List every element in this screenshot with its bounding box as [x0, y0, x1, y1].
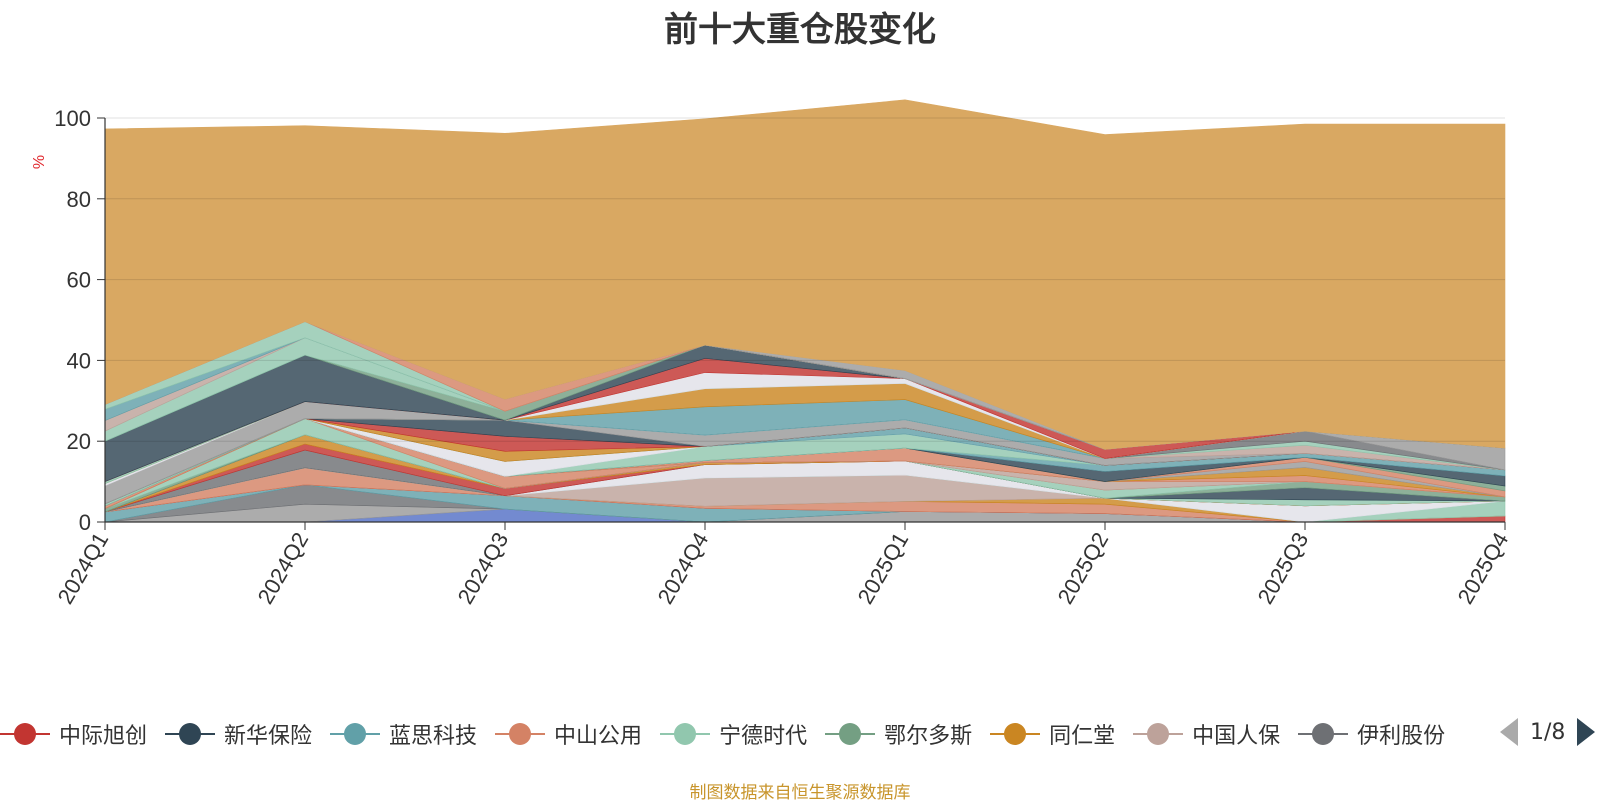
legend-item[interactable]: 伊利股份 — [1298, 718, 1445, 750]
legend-swatch-icon — [165, 722, 216, 746]
y-tick-label: 60 — [67, 268, 91, 293]
legend-pager: 1/8 — [1500, 718, 1596, 746]
area-series — [104, 99, 1506, 523]
legend-swatch-icon — [1133, 722, 1184, 746]
legend-item[interactable]: 蓝思科技 — [330, 718, 477, 750]
legend-label: 新华保险 — [224, 724, 313, 749]
legend-swatch-icon — [330, 722, 381, 746]
legend-label: 中际旭创 — [59, 724, 148, 749]
y-tick-label: 0 — [79, 510, 91, 535]
legend-viewport: 中际旭创 新华保险 蓝思科技 中山公用 宁德时代 鄂尔多斯 同仁堂 中国人保 伊利股份 — [0, 714, 1480, 754]
y-tick-label: 40 — [67, 348, 91, 373]
legend-label: 中国人保 — [1192, 724, 1281, 749]
area-series-s52 — [104, 99, 1506, 450]
legend-item[interactable]: 同仁堂 — [990, 718, 1115, 750]
legend-item[interactable]: 中山公用 — [495, 718, 642, 750]
x-tick-label: 2024Q2 — [253, 528, 314, 608]
y-tick-label: 80 — [67, 187, 91, 212]
x-tick-label: 2025Q2 — [1053, 528, 1114, 608]
chart-title: 前十大重仓股变化 — [664, 10, 936, 50]
y-axis-label: % — [31, 155, 48, 169]
area-chart: 0 20 40 60 80 100 2024Q1 2024Q2 2024Q3 2024Q4 2025… — [31, 99, 1514, 608]
y-tick-label: 20 — [67, 429, 91, 454]
legend-swatch-icon — [1298, 722, 1349, 746]
legend-label: 同仁堂 — [1049, 724, 1116, 749]
legend-swatch-icon — [495, 722, 546, 746]
legend-item[interactable]: 中际旭创 — [0, 718, 147, 750]
x-tick-label: 2024Q4 — [653, 528, 714, 608]
legend-page-indicator: 1/8 — [1530, 719, 1566, 745]
legend-label: 中山公用 — [554, 724, 643, 749]
legend-label: 伊利股份 — [1357, 724, 1446, 749]
x-tick-label: 2025Q3 — [1253, 528, 1314, 608]
x-tick-label: 2024Q3 — [453, 528, 514, 608]
legend-item[interactable]: 鄂尔多斯 — [825, 718, 972, 750]
legend-row: 中际旭创 新华保险 蓝思科技 中山公用 宁德时代 鄂尔多斯 同仁堂 中国人保 伊利股份 — [0, 714, 1480, 754]
legend-item[interactable]: 新华保险 — [165, 718, 312, 750]
legend-swatch-icon — [0, 722, 50, 746]
legend-label: 鄂尔多斯 — [884, 724, 973, 749]
x-tick-label: 2024Q1 — [53, 528, 114, 608]
x-tick-label: 2025Q4 — [1453, 528, 1514, 608]
legend-swatch-icon — [660, 722, 711, 746]
legend-swatch-icon — [825, 722, 876, 746]
legend: 中际旭创 新华保险 蓝思科技 中山公用 宁德时代 鄂尔多斯 同仁堂 中国人保 伊利股份 1/8 — [0, 714, 1600, 754]
legend-label: 蓝思科技 — [389, 724, 478, 749]
y-tick-label: 100 — [54, 106, 91, 131]
legend-next-arrow-icon[interactable] — [1577, 718, 1596, 746]
legend-swatch-icon — [990, 722, 1041, 746]
legend-prev-arrow-icon[interactable] — [1500, 718, 1518, 746]
legend-item[interactable]: 宁德时代 — [660, 718, 807, 750]
x-tick-label: 2025Q1 — [853, 528, 914, 608]
legend-item[interactable]: 中国人保 — [1133, 718, 1280, 750]
source-note: 制图数据来自恒生聚源数据库 — [689, 783, 911, 803]
legend-label: 宁德时代 — [719, 724, 808, 749]
